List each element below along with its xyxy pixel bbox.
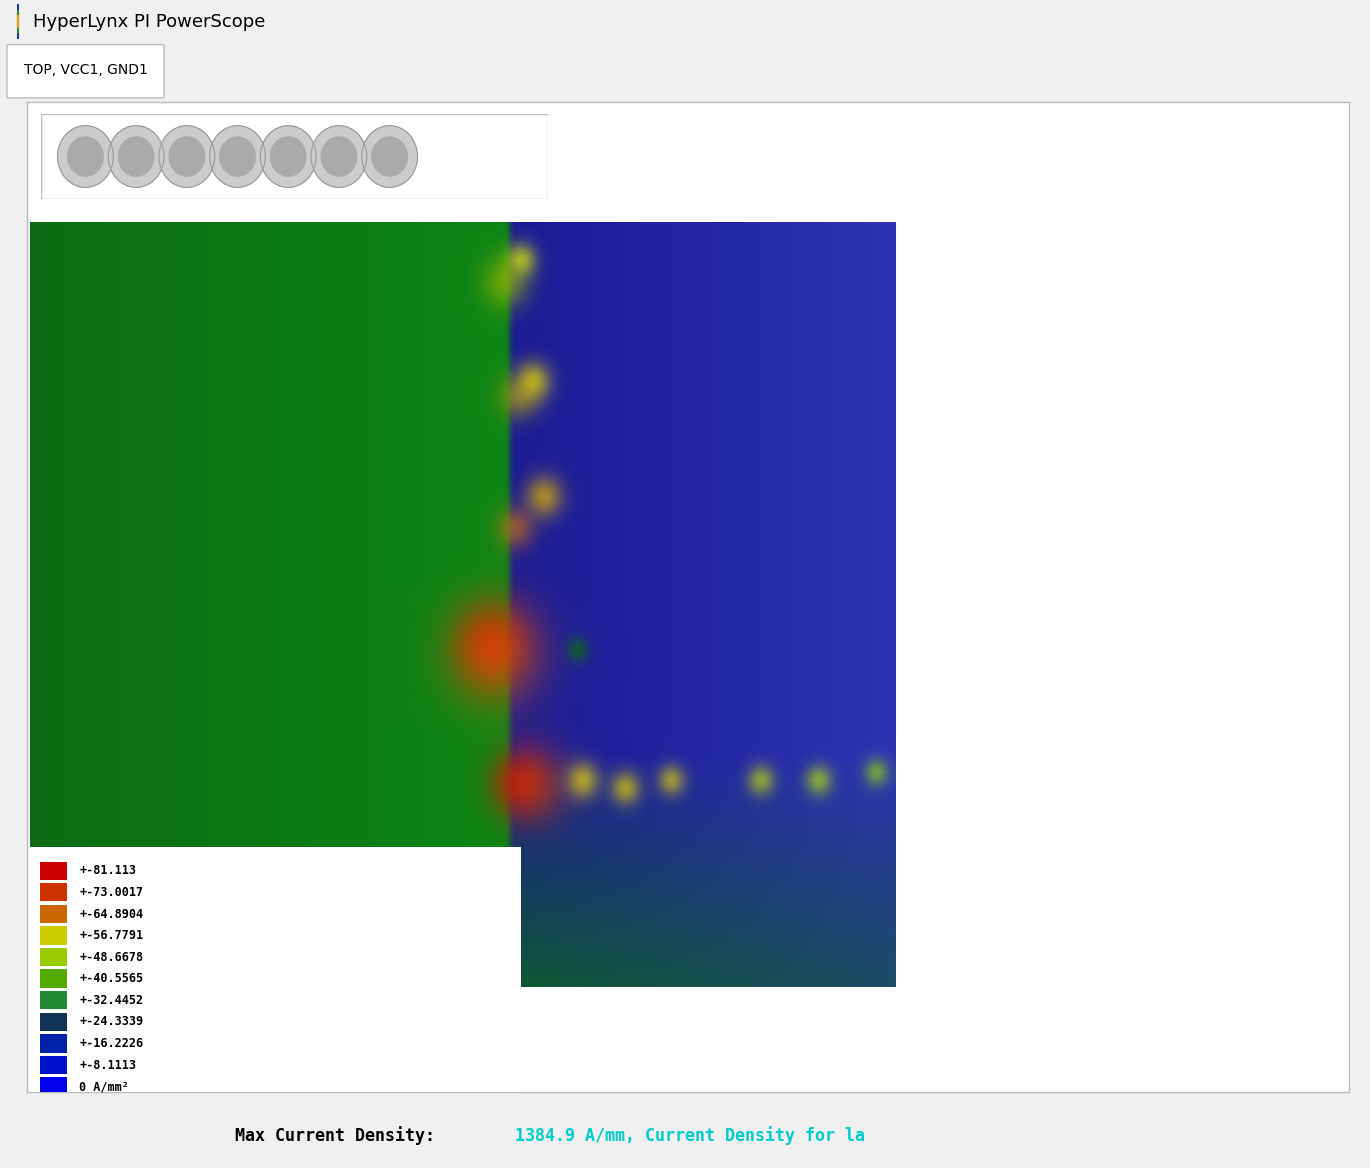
Bar <box>40 926 67 945</box>
Bar <box>40 969 67 988</box>
Bar <box>40 1056 67 1075</box>
Text: TOP, VCC1, GND1: TOP, VCC1, GND1 <box>25 63 148 77</box>
Circle shape <box>58 126 114 187</box>
Text: 0 A/mm²: 0 A/mm² <box>79 1080 129 1093</box>
Text: +-16.2226: +-16.2226 <box>79 1037 144 1050</box>
Text: +-73.0017: +-73.0017 <box>79 885 144 899</box>
Text: Max Current Density:: Max Current Density: <box>236 1126 436 1145</box>
Bar <box>40 1077 67 1096</box>
Bar <box>40 1013 67 1031</box>
Circle shape <box>159 126 215 187</box>
Circle shape <box>321 137 356 176</box>
Circle shape <box>219 137 255 176</box>
Text: +-40.5565: +-40.5565 <box>79 972 144 986</box>
Bar <box>40 862 67 880</box>
Bar <box>40 1034 67 1052</box>
Bar <box>40 948 67 966</box>
Text: +-8.1113: +-8.1113 <box>79 1058 136 1071</box>
Text: HyperLynx PI PowerScope: HyperLynx PI PowerScope <box>33 13 266 30</box>
Circle shape <box>270 137 306 176</box>
Bar <box>40 905 67 923</box>
Text: +-32.4452: +-32.4452 <box>79 994 144 1007</box>
FancyBboxPatch shape <box>7 44 164 98</box>
Circle shape <box>118 137 153 176</box>
Text: +-81.113: +-81.113 <box>79 864 136 877</box>
Circle shape <box>67 137 103 176</box>
Circle shape <box>260 126 316 187</box>
Circle shape <box>311 126 367 187</box>
Text: +-56.7791: +-56.7791 <box>79 929 144 943</box>
Text: +-24.3339: +-24.3339 <box>79 1015 144 1029</box>
Circle shape <box>371 137 407 176</box>
Text: 1384.9 A/mm, Current Density for la: 1384.9 A/mm, Current Density for la <box>495 1126 864 1145</box>
Text: +-48.6678: +-48.6678 <box>79 951 144 964</box>
Bar <box>40 883 67 902</box>
Text: +-64.8904: +-64.8904 <box>79 908 144 920</box>
Circle shape <box>108 126 164 187</box>
Circle shape <box>210 126 266 187</box>
Bar <box>40 990 67 1009</box>
Circle shape <box>362 126 418 187</box>
Circle shape <box>169 137 204 176</box>
